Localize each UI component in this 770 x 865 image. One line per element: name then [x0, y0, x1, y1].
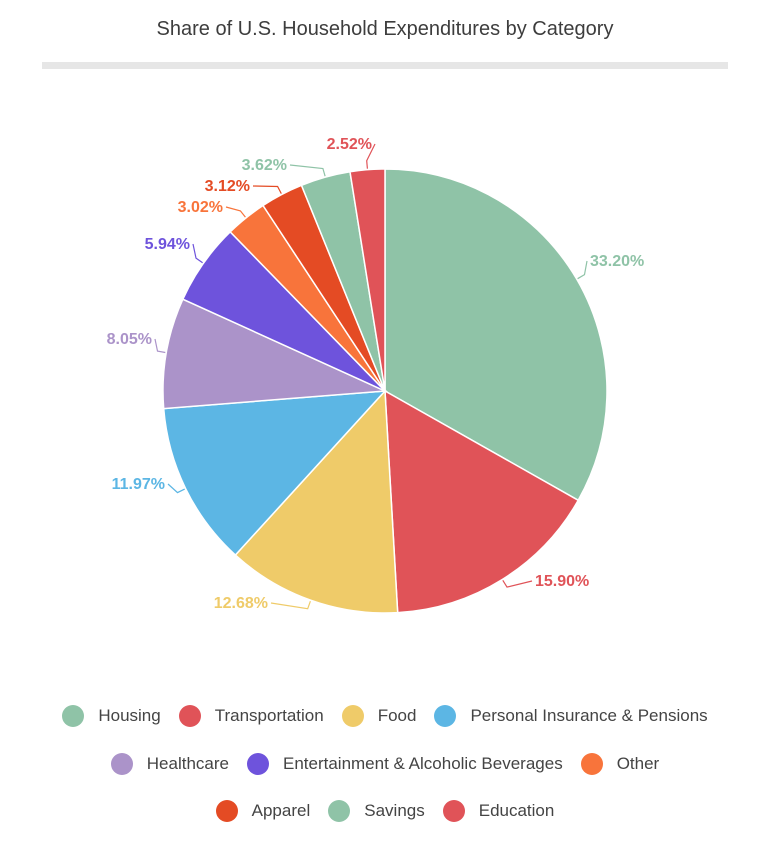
legend-label: Other: [616, 754, 660, 773]
data-label: 11.97%: [112, 476, 165, 493]
legend-label: Food: [377, 706, 417, 725]
data-label: 12.68%: [214, 595, 268, 612]
legend-item-healthcare[interactable]: Healthcare: [110, 753, 229, 775]
legend-row-3: Apparel Savings Education: [0, 800, 770, 822]
leader-line: [366, 143, 376, 169]
legend-swatch: [62, 705, 85, 727]
leader-line: [270, 600, 311, 610]
legend-item-food[interactable]: Food: [341, 705, 417, 727]
leader-line: [252, 185, 282, 194]
legend-item-other[interactable]: Other: [580, 753, 660, 775]
legend-label: Transportation: [214, 706, 324, 725]
leader-line: [502, 579, 533, 588]
legend-row-1: Housing Transportation Food Personal Ins…: [0, 705, 770, 727]
pie-slice-personal-insurance-pensions[interactable]: [162, 390, 387, 557]
legend-row-2: Healthcare Entertainment & Alcoholic Bev…: [0, 753, 770, 775]
title-divider: [42, 62, 728, 69]
legend-label: Apparel: [251, 801, 311, 820]
pie-slice-healthcare[interactable]: [162, 298, 388, 410]
data-label: 2.52%: [327, 136, 372, 153]
legend-item-transportation[interactable]: Transportation: [178, 705, 324, 727]
data-label: 3.62%: [242, 157, 287, 174]
legend-label: Housing: [98, 706, 161, 725]
legend-label: Healthcare: [146, 754, 229, 773]
legend-swatch: [434, 705, 457, 727]
legend-label: Education: [478, 801, 555, 820]
leader-line: [225, 206, 246, 218]
leader-line: [167, 483, 185, 494]
leader-line: [577, 260, 588, 280]
leader-line: [289, 164, 326, 177]
pie-slice-food[interactable]: [234, 389, 399, 614]
legend-swatch: [580, 753, 603, 775]
legend-item-savings[interactable]: Savings: [328, 800, 425, 822]
legend-label: Personal Insurance & Pensions: [470, 706, 708, 725]
legend-item-education[interactable]: Education: [442, 800, 555, 822]
data-label: 33.20%: [590, 253, 644, 270]
leader-line: [154, 338, 166, 354]
legend-swatch: [328, 800, 351, 822]
chart-title: Share of U.S. Household Expenditures by …: [156, 18, 614, 40]
legend-item-entertainment[interactable]: Entertainment & Alcoholic Beverages: [246, 753, 563, 775]
legend-item-apparel[interactable]: Apparel: [215, 800, 311, 822]
legend-swatch: [246, 753, 269, 775]
data-label: 3.12%: [205, 178, 250, 195]
leader-line: [192, 243, 203, 264]
legend-swatch: [110, 753, 133, 775]
legend-swatch: [215, 800, 238, 822]
legend-item-housing[interactable]: Housing: [62, 705, 161, 727]
legend-swatch: [341, 705, 364, 727]
data-label: 3.02%: [178, 199, 223, 216]
pie-slice-housing[interactable]: [384, 168, 608, 502]
legend-swatch: [442, 800, 465, 822]
pie-slice-education[interactable]: [349, 168, 386, 392]
legend-label: Savings: [364, 801, 425, 820]
legend-label: Entertainment & Alcoholic Beverages: [282, 754, 563, 773]
pie-slice-transportation[interactable]: [384, 389, 580, 614]
legend-swatch: [178, 705, 201, 727]
data-label: 15.90%: [535, 573, 589, 590]
data-label: 8.05%: [107, 331, 152, 348]
data-label: 5.94%: [145, 236, 190, 253]
legend-item-personal-insurance[interactable]: Personal Insurance & Pensions: [434, 705, 708, 727]
